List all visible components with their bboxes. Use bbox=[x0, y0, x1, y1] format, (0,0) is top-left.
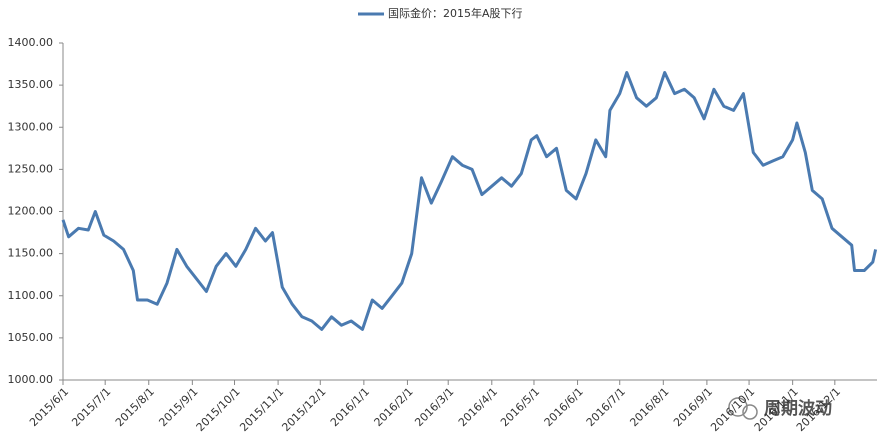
y-tick-label: 1150.00 bbox=[8, 247, 54, 260]
x-tick-label: 2015/7/1 bbox=[69, 385, 113, 429]
y-tick-label: 1050.00 bbox=[8, 331, 54, 344]
x-tick-label: 2015/8/1 bbox=[113, 385, 157, 429]
watermark-text: 周期波动 bbox=[764, 398, 832, 419]
y-tick-label: 1100.00 bbox=[8, 289, 54, 302]
x-tick-label: 2016/2/1 bbox=[372, 385, 416, 429]
x-tick-label: 2015/12/1 bbox=[279, 385, 328, 434]
legend-label: 国际金价：2015年A股下行 bbox=[388, 6, 523, 20]
x-tick-label: 2016/8/1 bbox=[627, 385, 671, 429]
x-tick-label: 2016/6/1 bbox=[542, 385, 586, 429]
x-tick-label: 2015/6/1 bbox=[27, 385, 71, 429]
x-tick-label: 2016/1/1 bbox=[328, 385, 372, 429]
y-tick-label: 1250.00 bbox=[8, 162, 54, 175]
x-tick-label: 2015/9/1 bbox=[156, 385, 200, 429]
legend-item: 国际金价：2015年A股下行 bbox=[358, 6, 523, 20]
watermark: 周期波动 bbox=[728, 397, 832, 420]
y-tick-label: 1000.00 bbox=[8, 373, 54, 386]
x-tick-label: 2016/3/1 bbox=[412, 385, 456, 429]
x-tick-label: 2016/5/1 bbox=[498, 385, 542, 429]
x-tick-label: 2016/4/1 bbox=[456, 385, 500, 429]
x-tick-label: 2016/9/1 bbox=[671, 385, 715, 429]
line bbox=[61, 71, 878, 331]
y-tick-label: 1300.00 bbox=[8, 120, 54, 133]
x-tick-label: 2015/10/1 bbox=[194, 385, 243, 434]
y-tick-label: 1400.00 bbox=[8, 36, 54, 49]
x-tick-label: 2016/7/1 bbox=[584, 385, 628, 429]
y-tick-label: 1350.00 bbox=[8, 78, 54, 91]
y-tick-label: 1200.00 bbox=[8, 205, 54, 218]
x-tick-label: 2015/11/1 bbox=[237, 385, 286, 434]
x-tick-label: 2016/10/1 bbox=[708, 385, 757, 434]
